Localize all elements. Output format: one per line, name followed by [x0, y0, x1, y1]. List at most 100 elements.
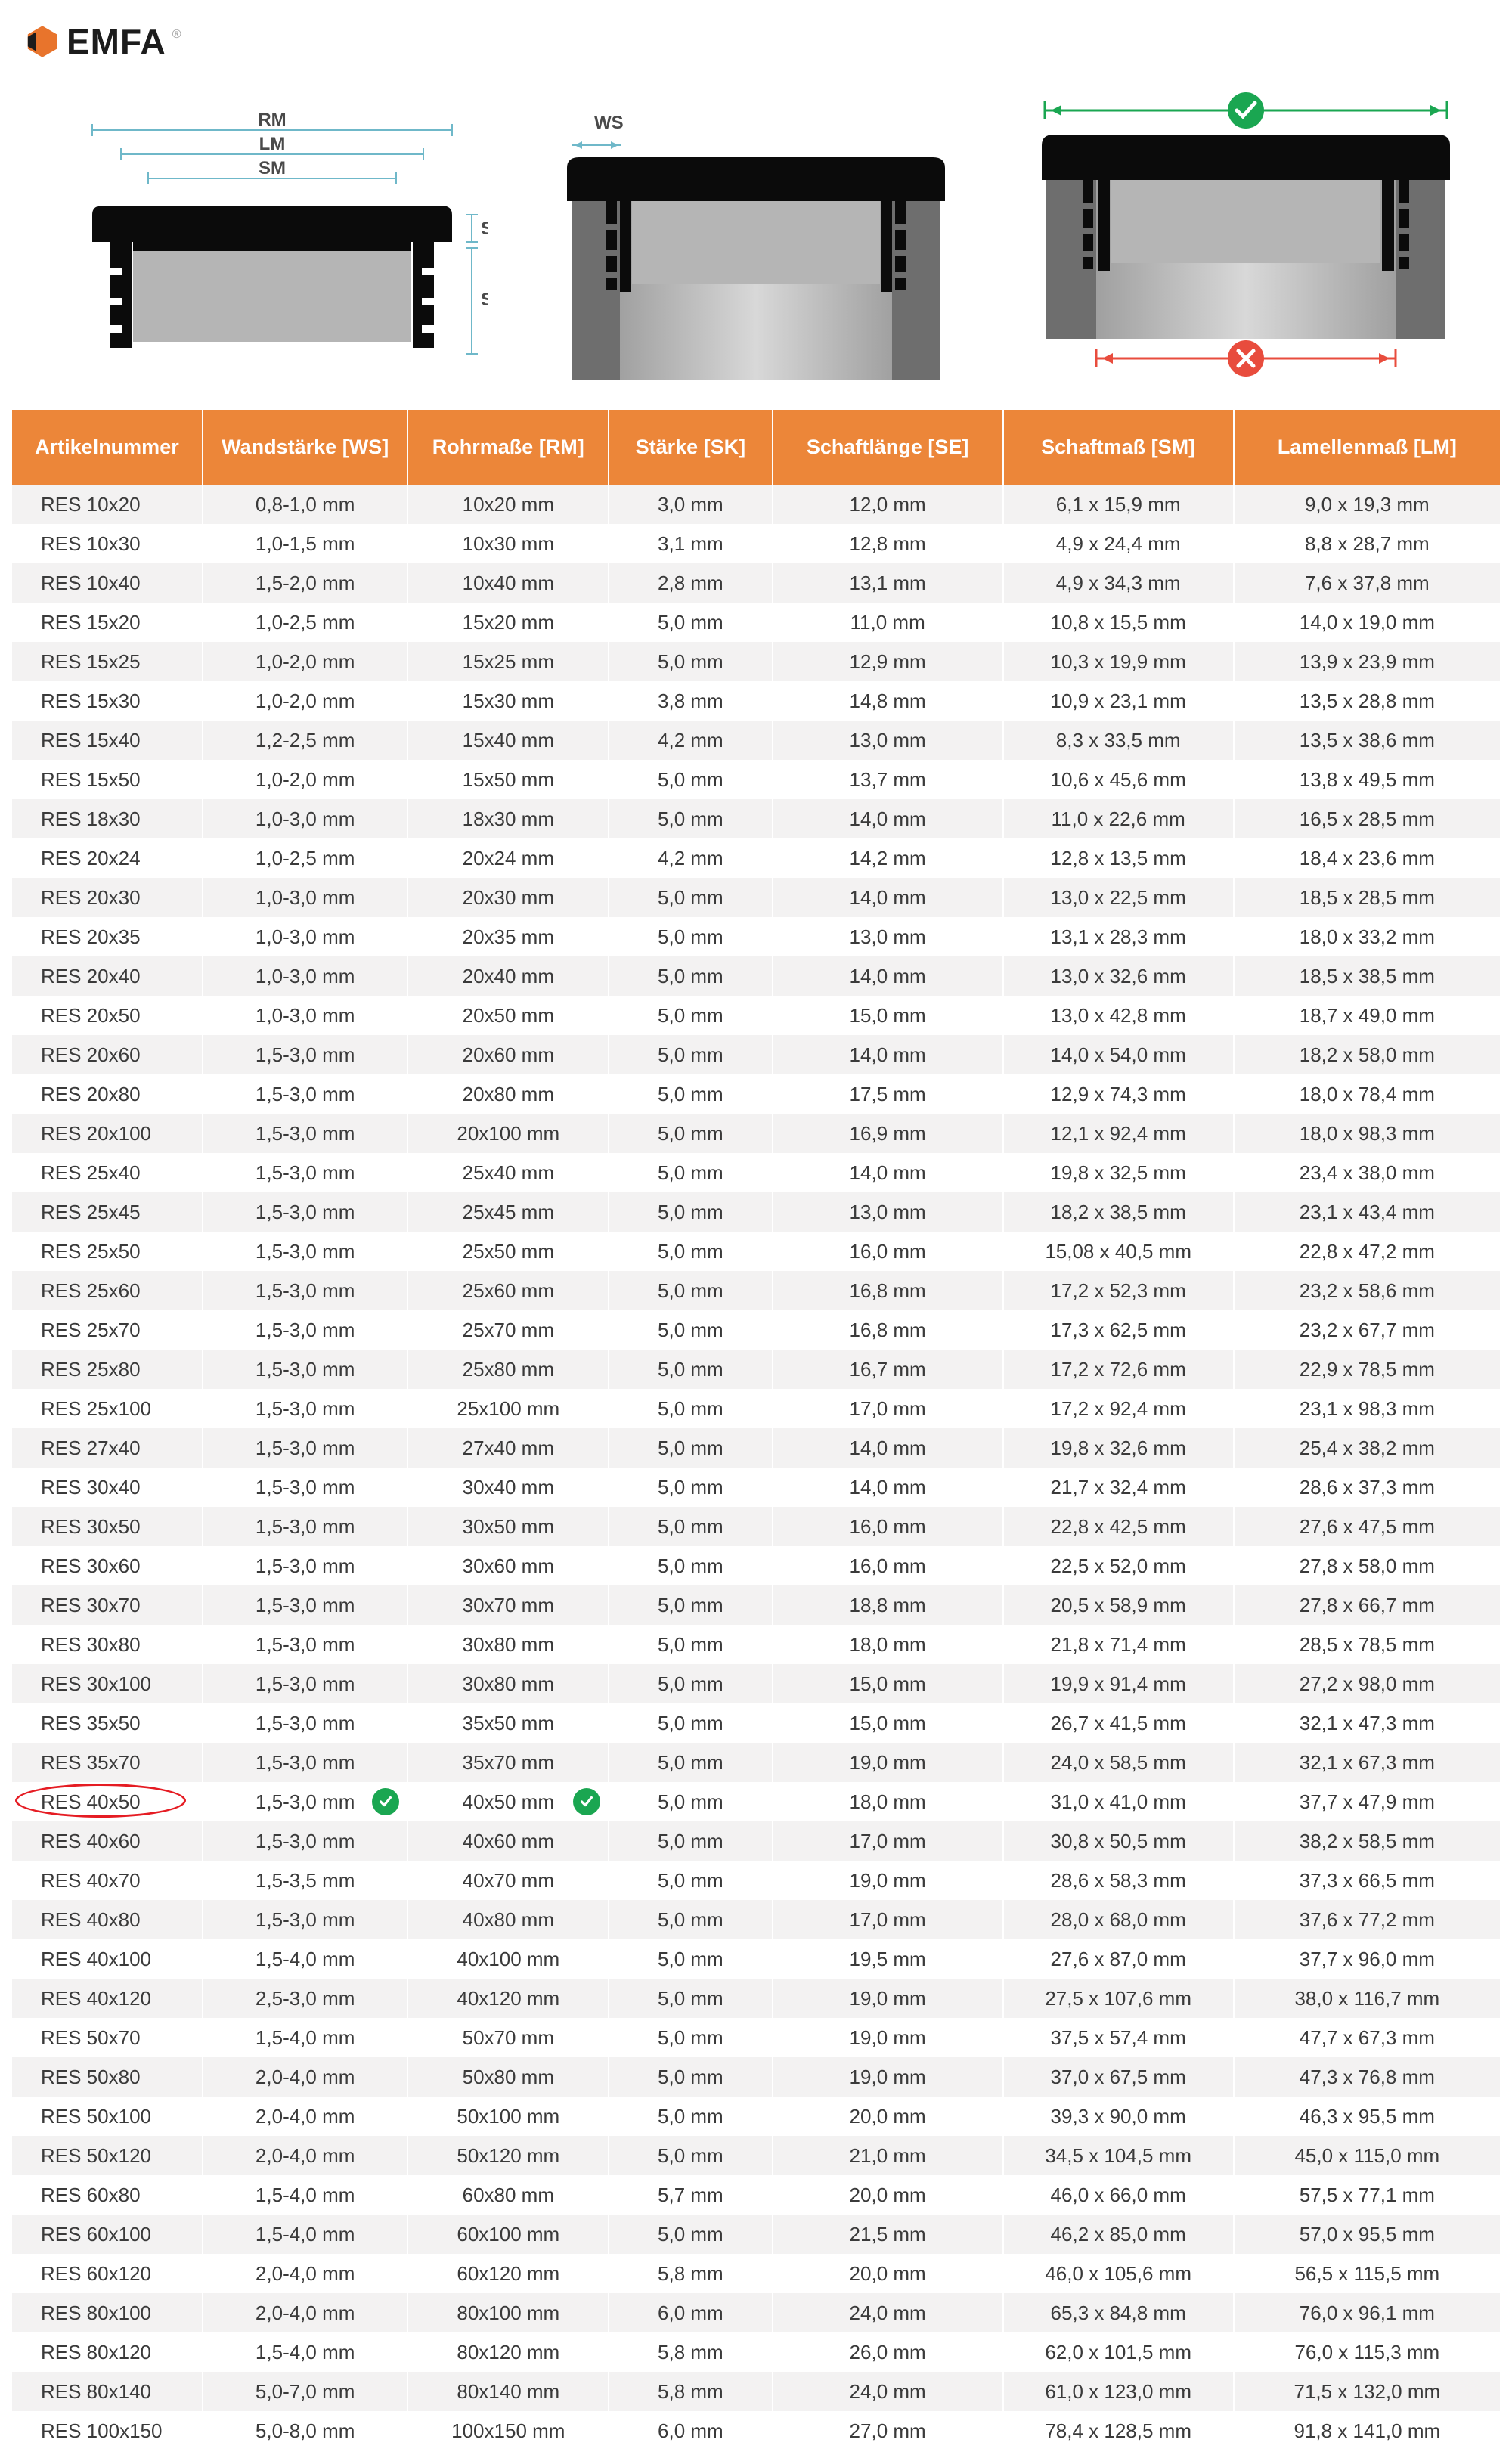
highlight-ring-icon: [15, 1784, 186, 1818]
table-cell: 21,8 x 71,4 mm: [1003, 1625, 1234, 1664]
table-cell: 14,0 mm: [773, 1428, 1003, 1468]
table-row: RES 25x701,5-3,0 mm25x70 mm5,0 mm16,8 mm…: [12, 1310, 1500, 1350]
table-cell: 1,0-2,0 mm: [203, 681, 408, 721]
table-cell: 39,3 x 90,0 mm: [1003, 2097, 1234, 2136]
table-row: RES 30x501,5-3,0 mm30x50 mm5,0 mm16,0 mm…: [12, 1507, 1500, 1546]
col-header-1: Wandstärke [WS]: [203, 410, 408, 485]
table-cell: 5,0 mm: [609, 1232, 772, 1271]
table-cell: 1,0-3,0 mm: [203, 956, 408, 996]
table-cell: RES 40x50: [12, 1782, 203, 1821]
table-cell: 32,1 x 47,3 mm: [1234, 1703, 1500, 1743]
table-cell: 20x35 mm: [407, 917, 609, 956]
table-cell: 38,0 x 116,7 mm: [1234, 1979, 1500, 2018]
col-header-2: Rohrmaße [RM]: [407, 410, 609, 485]
table-cell: 16,8 mm: [773, 1271, 1003, 1310]
table-row: RES 20x1001,5-3,0 mm20x100 mm5,0 mm16,9 …: [12, 1114, 1500, 1153]
table-row: RES 20x501,0-3,0 mm20x50 mm5,0 mm15,0 mm…: [12, 996, 1500, 1035]
table-cell: 14,0 x 19,0 mm: [1234, 603, 1500, 642]
table-cell: 13,0 mm: [773, 1192, 1003, 1232]
table-cell: 15,0 mm: [773, 996, 1003, 1035]
table-cell: RES 25x50: [12, 1232, 203, 1271]
col-header-0: Artikelnummer: [12, 410, 203, 485]
table-cell: 5,0 mm: [609, 2097, 772, 2136]
table-cell: 50x70 mm: [407, 2018, 609, 2057]
table-cell: 5,0-7,0 mm: [203, 2372, 408, 2411]
table-cell: 35x50 mm: [407, 1703, 609, 1743]
table-cell: RES 80x120: [12, 2332, 203, 2372]
table-cell: 2,0-4,0 mm: [203, 2097, 408, 2136]
table-cell: RES 18x30: [12, 799, 203, 838]
table-row: RES 50x1002,0-4,0 mm50x100 mm5,0 mm20,0 …: [12, 2097, 1500, 2136]
table-cell: 2,0-4,0 mm: [203, 2254, 408, 2293]
diagram-wall-thickness: WS: [552, 107, 960, 380]
table-row: RES 80x1201,5-4,0 mm80x120 mm5,8 mm26,0 …: [12, 2332, 1500, 2372]
table-cell: 16,8 mm: [773, 1310, 1003, 1350]
table-cell: 15,0 mm: [773, 1664, 1003, 1703]
table-cell: 25x45 mm: [407, 1192, 609, 1232]
table-cell: 30x70 mm: [407, 1585, 609, 1625]
table-cell: 27,6 x 87,0 mm: [1003, 1939, 1234, 1979]
table-cell: 80x140 mm: [407, 2372, 609, 2411]
table-cell: 6,0 mm: [609, 2293, 772, 2332]
table-cell: 46,0 x 105,6 mm: [1003, 2254, 1234, 2293]
table-cell: 57,5 x 77,1 mm: [1234, 2175, 1500, 2215]
table-cell: 5,0 mm: [609, 2215, 772, 2254]
table-cell: 40x50 mm: [407, 1782, 609, 1821]
table-cell: 50x120 mm: [407, 2136, 609, 2175]
table-cell: 16,7 mm: [773, 1350, 1003, 1389]
table-cell: 27,2 x 98,0 mm: [1234, 1664, 1500, 1703]
table-cell: RES 50x80: [12, 2057, 203, 2097]
table-cell: 5,0 mm: [609, 2018, 772, 2057]
table-cell: 30x80 mm: [407, 1664, 609, 1703]
table-cell: 22,8 x 42,5 mm: [1003, 1507, 1234, 1546]
table-cell: 14,8 mm: [773, 681, 1003, 721]
table-cell: 10,8 x 15,5 mm: [1003, 603, 1234, 642]
table-cell: RES 15x20: [12, 603, 203, 642]
table-row: RES 25x451,5-3,0 mm25x45 mm5,0 mm13,0 mm…: [12, 1192, 1500, 1232]
table-cell: 22,9 x 78,5 mm: [1234, 1350, 1500, 1389]
table-cell: 1,5-3,0 mm: [203, 1546, 408, 1585]
table-cell: 18,0 x 78,4 mm: [1234, 1074, 1500, 1114]
spec-table: ArtikelnummerWandstärke [WS]Rohrmaße [RM…: [12, 410, 1500, 2450]
table-cell: 5,0 mm: [609, 1546, 772, 1585]
table-cell: 91,8 x 141,0 mm: [1234, 2411, 1500, 2450]
table-cell: 26,0 mm: [773, 2332, 1003, 2372]
table-cell: 16,5 x 28,5 mm: [1234, 799, 1500, 838]
table-cell: 60x100 mm: [407, 2215, 609, 2254]
table-cell: 13,1 mm: [773, 563, 1003, 603]
table-cell: 13,5 x 28,8 mm: [1234, 681, 1500, 721]
table-cell: 25,4 x 38,2 mm: [1234, 1428, 1500, 1468]
table-cell: 5,0 mm: [609, 1153, 772, 1192]
table-cell: 1,5-3,0 mm: [203, 1585, 408, 1625]
table-cell: 1,5-4,0 mm: [203, 2018, 408, 2057]
table-cell: 37,3 x 66,5 mm: [1234, 1861, 1500, 1900]
table-cell: 1,5-3,0 mm: [203, 1428, 408, 1468]
table-cell: 5,0 mm: [609, 1625, 772, 1664]
table-cell: 1,5-3,0 mm: [203, 1114, 408, 1153]
table-cell: 5,0 mm: [609, 603, 772, 642]
table-cell: 16,0 mm: [773, 1507, 1003, 1546]
table-cell: 20x100 mm: [407, 1114, 609, 1153]
table-cell: 40x60 mm: [407, 1821, 609, 1861]
table-cell: 50x80 mm: [407, 2057, 609, 2097]
table-cell: 40x80 mm: [407, 1900, 609, 1939]
table-cell: 30,8 x 50,5 mm: [1003, 1821, 1234, 1861]
table-row: RES 35x701,5-3,0 mm35x70 mm5,0 mm19,0 mm…: [12, 1743, 1500, 1782]
table-cell: 30x80 mm: [407, 1625, 609, 1664]
table-cell: 76,0 x 115,3 mm: [1234, 2332, 1500, 2372]
table-cell: 5,0 mm: [609, 878, 772, 917]
table-cell: RES 60x100: [12, 2215, 203, 2254]
table-cell: 1,5-3,0 mm: [203, 1232, 408, 1271]
table-cell: 27x40 mm: [407, 1428, 609, 1468]
table-cell: 8,8 x 28,7 mm: [1234, 524, 1500, 563]
table-cell: 1,5-3,0 mm: [203, 1821, 408, 1861]
table-cell: 5,0 mm: [609, 917, 772, 956]
table-cell: 20x50 mm: [407, 996, 609, 1035]
table-cell: 47,7 x 67,3 mm: [1234, 2018, 1500, 2057]
table-cell: 4,9 x 34,3 mm: [1003, 563, 1234, 603]
table-cell: 10,3 x 19,9 mm: [1003, 642, 1234, 681]
table-cell: RES 15x30: [12, 681, 203, 721]
table-cell: 27,0 mm: [773, 2411, 1003, 2450]
table-cell: 76,0 x 96,1 mm: [1234, 2293, 1500, 2332]
table-cell: 18,0 mm: [773, 1782, 1003, 1821]
